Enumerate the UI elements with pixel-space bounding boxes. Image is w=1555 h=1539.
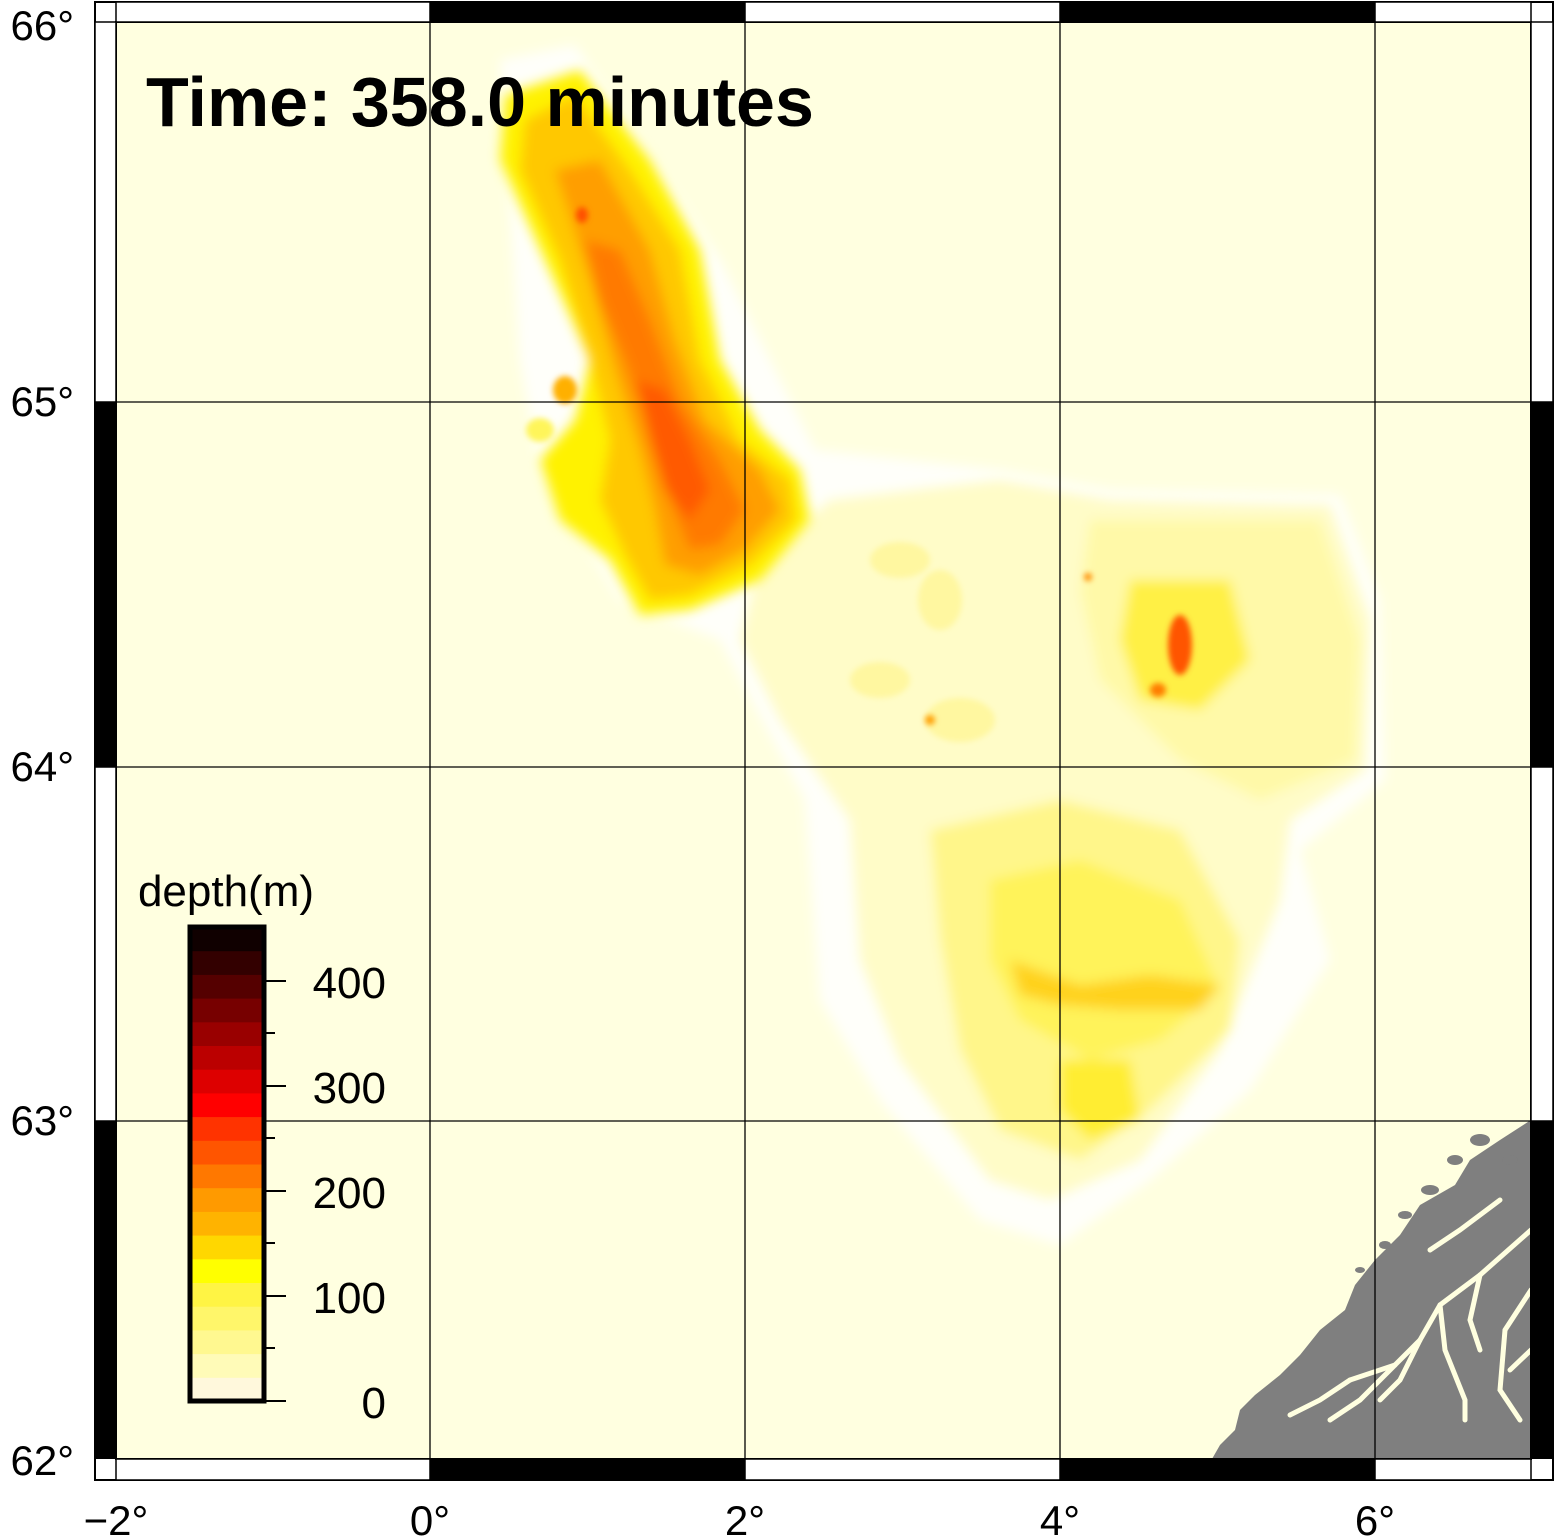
colorbar-swatch xyxy=(190,1211,264,1236)
time-label: Time: 358.0 minutes xyxy=(146,63,814,141)
colorbar-swatch xyxy=(190,1377,264,1402)
colorbar-swatch xyxy=(190,1258,264,1283)
graticule xyxy=(116,22,1531,1459)
x-tick-label: 6° xyxy=(1355,1497,1395,1539)
colorbar-swatch xyxy=(190,927,264,952)
colorbar-swatch xyxy=(190,1069,264,1094)
colorbar-tick-label: 100 xyxy=(313,1274,386,1323)
colorbar-swatch xyxy=(190,1021,264,1046)
x-tick-label: 0° xyxy=(410,1497,450,1539)
colorbar-tick-label: 200 xyxy=(313,1169,386,1218)
colorbar-swatch xyxy=(190,1116,264,1141)
y-axis-labels: 66° 65° 64° 63° 62° xyxy=(10,2,74,1484)
y-tick-label: 66° xyxy=(10,2,74,49)
y-tick-label: 65° xyxy=(10,378,74,425)
depth-colorbar: depth(m) 400 300 200 100 0 xyxy=(138,867,386,1428)
y-tick-label: 64° xyxy=(10,743,74,790)
colorbar-swatch xyxy=(190,974,264,999)
x-tick-label: 4° xyxy=(1040,1497,1080,1539)
colorbar-swatches xyxy=(190,927,264,1402)
colorbar-swatch xyxy=(190,998,264,1023)
colorbar-swatch xyxy=(190,1235,264,1260)
wave-field xyxy=(500,45,1385,1245)
colorbar-tick-label: 400 xyxy=(313,959,386,1008)
colorbar-swatch xyxy=(190,1282,264,1307)
colorbar-swatch xyxy=(190,950,264,975)
colorbar-tick-label: 0 xyxy=(362,1379,386,1428)
colorbar-swatch xyxy=(190,1306,264,1331)
x-tick-label: −2° xyxy=(84,1497,149,1539)
map-frame xyxy=(94,1,1554,1481)
land-area xyxy=(1212,1120,1531,1459)
colorbar-swatch xyxy=(190,1329,264,1355)
colorbar-swatch xyxy=(190,1092,264,1118)
colorbar-swatch xyxy=(190,1164,264,1189)
colorbar-swatch xyxy=(190,1140,264,1165)
y-tick-label: 62° xyxy=(10,1437,74,1484)
y-tick-label: 63° xyxy=(10,1097,74,1144)
x-tick-label: 2° xyxy=(725,1497,765,1539)
colorbar-swatch xyxy=(190,1353,264,1378)
colorbar-swatch xyxy=(190,1045,264,1070)
colorbar-tick-label: 300 xyxy=(313,1064,386,1113)
colorbar-label: depth(m) xyxy=(138,867,314,916)
colorbar-swatch xyxy=(190,1187,264,1212)
x-axis-labels: −2° 0° 2° 4° 6° xyxy=(84,1497,1395,1539)
